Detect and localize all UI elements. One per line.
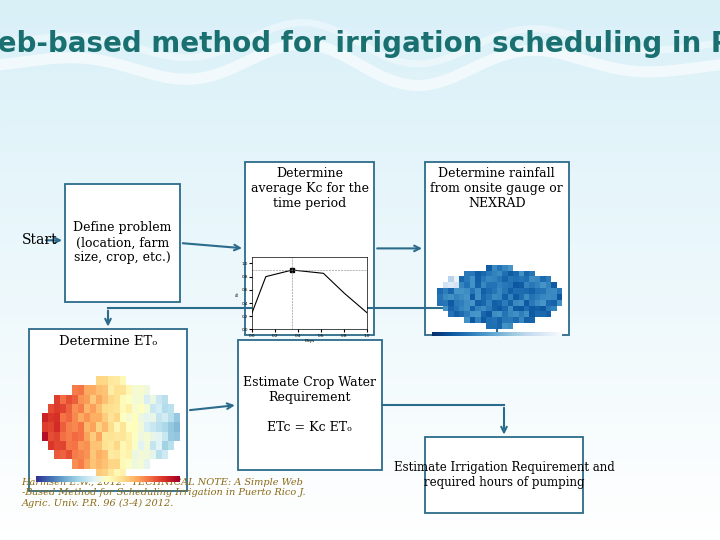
Bar: [0, 189, 720, 198]
FancyBboxPatch shape: [425, 437, 583, 513]
Bar: [0, 18, 720, 27]
Bar: [0, 279, 720, 288]
Bar: [0, 117, 720, 126]
Bar: [0, 486, 720, 495]
Bar: [0, 216, 720, 225]
Bar: [0, 324, 720, 333]
Bar: [0, 81, 720, 90]
FancyBboxPatch shape: [29, 329, 187, 491]
Bar: [0, 207, 720, 216]
Bar: [0, 45, 720, 54]
Bar: [0, 171, 720, 180]
Bar: [0, 342, 720, 351]
FancyBboxPatch shape: [65, 184, 180, 302]
Bar: [0, 225, 720, 234]
Bar: [0, 333, 720, 342]
Bar: [0, 297, 720, 306]
Bar: [0, 54, 720, 63]
Bar: [0, 351, 720, 360]
Bar: [0, 432, 720, 441]
Bar: [0, 495, 720, 504]
Text: Determine rainfall
from onsite gauge or
NEXRAD: Determine rainfall from onsite gauge or …: [431, 167, 563, 211]
Bar: [0, 153, 720, 162]
Bar: [0, 126, 720, 135]
Y-axis label: Kc: Kc: [236, 291, 240, 295]
Bar: [0, 252, 720, 261]
Bar: [0, 63, 720, 72]
Text: Harmsen E.W., 2012.  TECHNICAL NOTE: A Simple Web
-Based Method for Scheduling I: Harmsen E.W., 2012. TECHNICAL NOTE: A Si…: [22, 478, 305, 508]
Text: Estimate Crop Water
Requirement

ETc = Kc ETₒ: Estimate Crop Water Requirement ETc = Kc…: [243, 376, 376, 434]
FancyBboxPatch shape: [238, 340, 382, 470]
Bar: [0, 72, 720, 81]
Bar: [0, 315, 720, 324]
Bar: [0, 450, 720, 459]
Bar: [0, 513, 720, 522]
Bar: [0, 414, 720, 423]
Bar: [0, 423, 720, 432]
Text: Estimate Irrigation Requirement and
required hours of pumping: Estimate Irrigation Requirement and requ…: [394, 461, 614, 489]
Bar: [0, 360, 720, 369]
Text: Determine ETₒ: Determine ETₒ: [59, 335, 157, 348]
Bar: [0, 504, 720, 513]
Bar: [0, 9, 720, 18]
Bar: [0, 369, 720, 378]
Bar: [0, 522, 720, 531]
Bar: [0, 135, 720, 144]
Bar: [0, 198, 720, 207]
Bar: [0, 144, 720, 153]
Bar: [0, 288, 720, 297]
Bar: [0, 99, 720, 108]
Bar: [0, 27, 720, 36]
Bar: [0, 234, 720, 243]
Text: Start: Start: [22, 233, 57, 247]
Bar: [0, 378, 720, 387]
Bar: [0, 162, 720, 171]
Bar: [0, 459, 720, 468]
Text: Define problem
(location, farm
size, crop, etc.): Define problem (location, farm size, cro…: [73, 221, 171, 265]
Text: Web-based method for irrigation scheduling in PR: Web-based method for irrigation scheduli…: [0, 30, 720, 58]
Bar: [0, 108, 720, 117]
Bar: [0, 90, 720, 99]
FancyBboxPatch shape: [425, 162, 569, 335]
Bar: [0, 270, 720, 279]
Bar: [0, 441, 720, 450]
Bar: [0, 468, 720, 477]
Bar: [0, 0, 720, 9]
Bar: [0, 36, 720, 45]
X-axis label: Days: Days: [305, 339, 315, 343]
Bar: [0, 261, 720, 270]
Text: Determine
average Kc for the
time period: Determine average Kc for the time period: [251, 167, 369, 211]
Bar: [0, 180, 720, 189]
Bar: [0, 387, 720, 396]
Bar: [0, 396, 720, 405]
Bar: [0, 531, 720, 540]
Bar: [0, 306, 720, 315]
Bar: [0, 477, 720, 486]
Bar: [0, 405, 720, 414]
FancyBboxPatch shape: [245, 162, 374, 335]
Bar: [0, 243, 720, 252]
